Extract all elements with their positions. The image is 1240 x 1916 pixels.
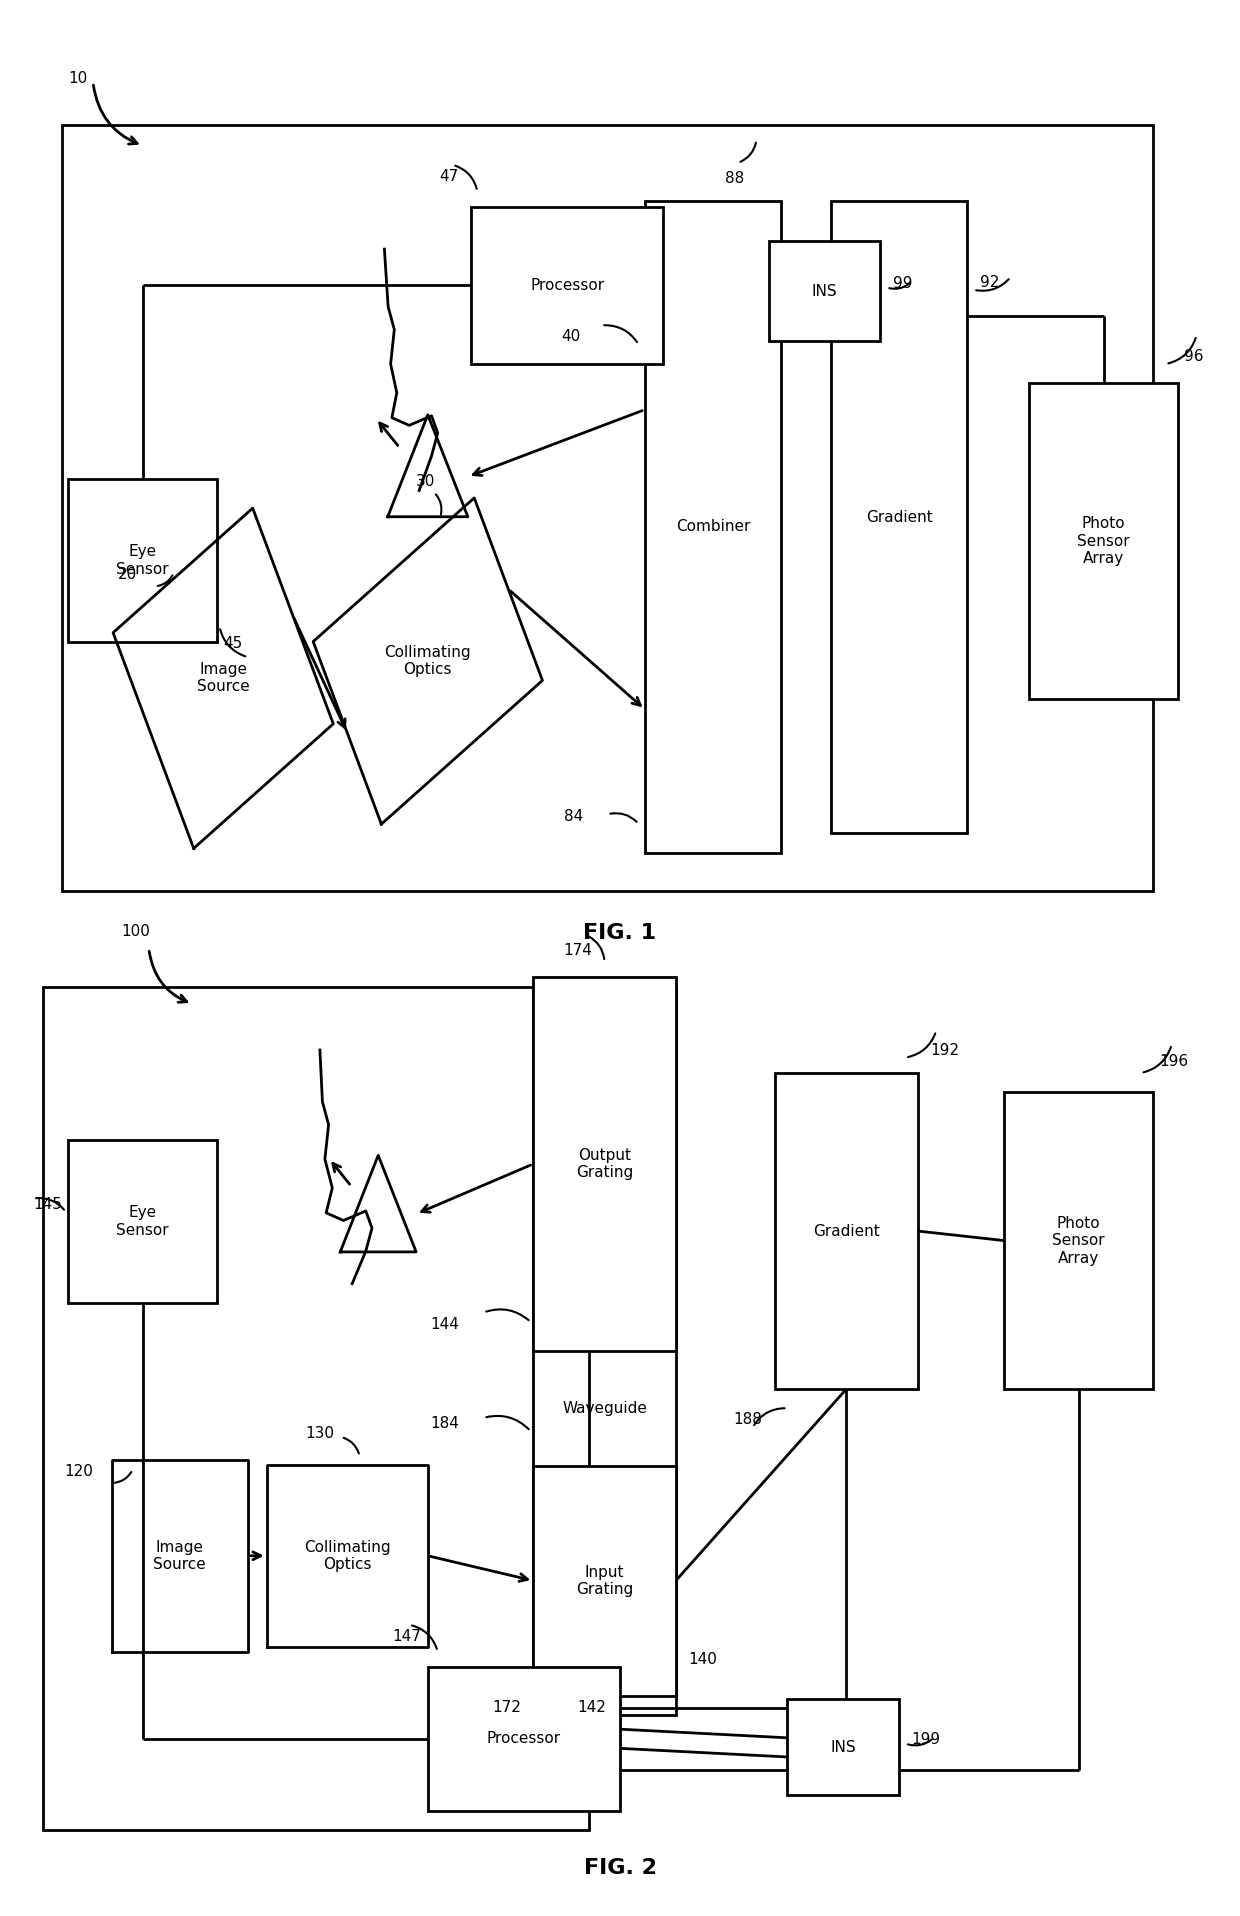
Text: 99: 99 bbox=[893, 276, 913, 291]
Text: 142: 142 bbox=[578, 1699, 606, 1715]
Bar bbox=[775, 1073, 918, 1389]
Text: FIG. 1: FIG. 1 bbox=[584, 924, 656, 943]
Text: Gradient: Gradient bbox=[813, 1224, 879, 1238]
Text: Eye
Sensor: Eye Sensor bbox=[117, 1205, 169, 1238]
Text: 40: 40 bbox=[560, 330, 580, 345]
Text: Processor: Processor bbox=[531, 278, 604, 293]
Text: 20: 20 bbox=[118, 567, 138, 582]
Bar bbox=[428, 1667, 620, 1811]
Text: 188: 188 bbox=[734, 1412, 763, 1427]
Text: Processor: Processor bbox=[487, 1732, 560, 1745]
Text: INS: INS bbox=[812, 284, 837, 299]
Text: Image
Source: Image Source bbox=[197, 663, 249, 694]
Text: FIG. 2: FIG. 2 bbox=[584, 1859, 656, 1878]
Bar bbox=[62, 125, 1153, 891]
Text: 84: 84 bbox=[563, 809, 583, 824]
Text: Input
Grating: Input Grating bbox=[575, 1565, 634, 1596]
Text: Waveguide: Waveguide bbox=[562, 1401, 647, 1416]
Text: Photo
Sensor
Array: Photo Sensor Array bbox=[1078, 517, 1130, 565]
Text: 174: 174 bbox=[563, 943, 593, 958]
Text: 30: 30 bbox=[415, 473, 435, 489]
Text: 100: 100 bbox=[122, 924, 150, 939]
Bar bbox=[533, 1466, 676, 1696]
Bar bbox=[471, 207, 663, 364]
Text: 199: 199 bbox=[911, 1732, 940, 1747]
Bar bbox=[1029, 383, 1178, 699]
Text: Output
Grating: Output Grating bbox=[575, 1148, 634, 1180]
Text: INS: INS bbox=[831, 1740, 856, 1755]
Text: Photo
Sensor
Array: Photo Sensor Array bbox=[1053, 1217, 1105, 1265]
Text: 88: 88 bbox=[725, 171, 745, 186]
Text: 96: 96 bbox=[1184, 349, 1204, 364]
Bar bbox=[1004, 1092, 1153, 1389]
Text: 47: 47 bbox=[439, 169, 459, 184]
Bar bbox=[645, 201, 781, 853]
Text: 45: 45 bbox=[223, 636, 243, 651]
Text: 145: 145 bbox=[33, 1198, 62, 1213]
Text: 144: 144 bbox=[430, 1316, 459, 1332]
Text: 140: 140 bbox=[688, 1652, 717, 1667]
Text: Combiner: Combiner bbox=[676, 519, 750, 535]
Text: Image
Source: Image Source bbox=[154, 1540, 206, 1571]
Bar bbox=[68, 1140, 217, 1303]
Text: 196: 196 bbox=[1159, 1054, 1188, 1069]
Text: 10: 10 bbox=[68, 71, 88, 86]
Text: 192: 192 bbox=[930, 1042, 959, 1058]
Text: 130: 130 bbox=[306, 1426, 335, 1441]
Text: 92: 92 bbox=[980, 274, 999, 289]
Bar bbox=[831, 201, 967, 833]
Text: Eye
Sensor: Eye Sensor bbox=[117, 544, 169, 577]
Text: Collimating
Optics: Collimating Optics bbox=[384, 646, 471, 676]
Text: 172: 172 bbox=[492, 1699, 521, 1715]
Bar bbox=[787, 1699, 899, 1795]
Text: 147: 147 bbox=[393, 1629, 422, 1644]
Text: 120: 120 bbox=[64, 1464, 93, 1479]
Text: Collimating
Optics: Collimating Optics bbox=[304, 1540, 391, 1571]
Bar bbox=[533, 977, 676, 1351]
Bar bbox=[533, 987, 676, 1715]
Bar bbox=[769, 241, 880, 341]
Text: 184: 184 bbox=[430, 1416, 459, 1431]
Bar bbox=[68, 479, 217, 642]
Text: Gradient: Gradient bbox=[866, 510, 932, 525]
Bar bbox=[43, 987, 589, 1830]
